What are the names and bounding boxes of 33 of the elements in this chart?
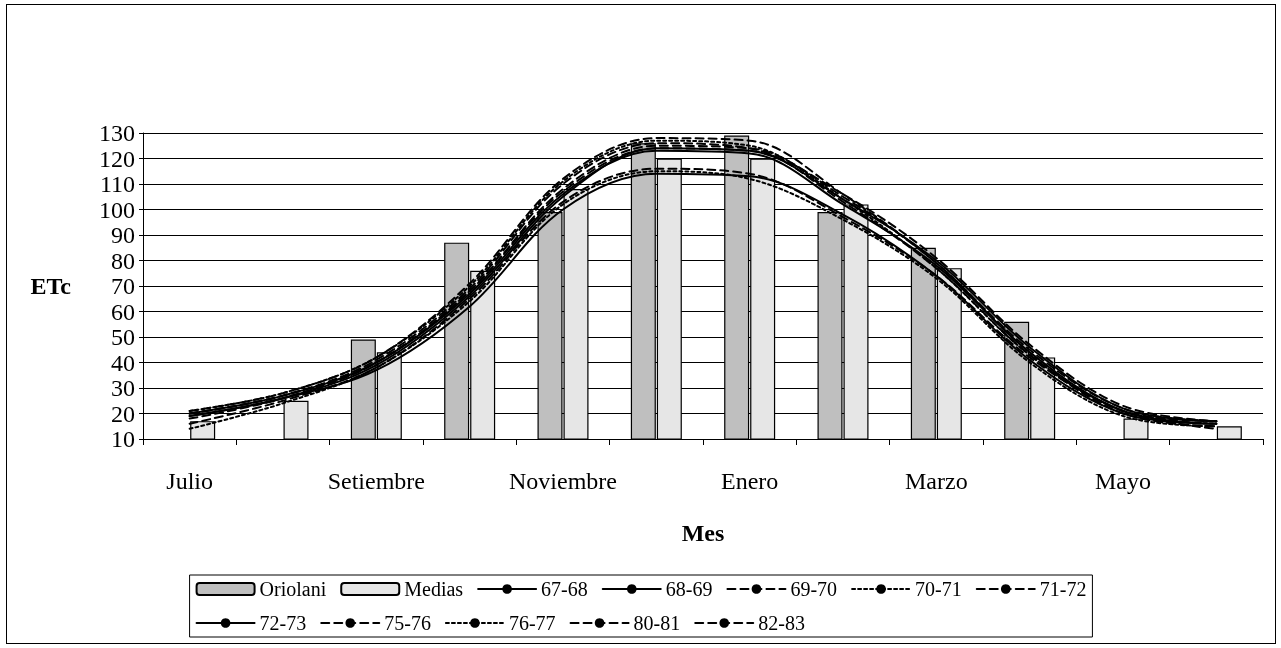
y-tick-label: 110 bbox=[99, 171, 135, 197]
legend-label: 68-69 bbox=[665, 578, 713, 600]
y-tick-label: 130 bbox=[99, 120, 135, 146]
legend-label: 75-76 bbox=[384, 612, 431, 634]
x-axis-title: Mes bbox=[681, 520, 725, 546]
legend-label: 80-81 bbox=[633, 612, 681, 634]
legend-label: 69-70 bbox=[790, 578, 838, 600]
y-tick-label: 100 bbox=[99, 196, 135, 223]
y-tick-label: 60 bbox=[111, 298, 135, 325]
y-tick-label: 50 bbox=[111, 324, 135, 350]
x-tick-label: Setiembre bbox=[327, 468, 425, 494]
y-tick-label: 30 bbox=[111, 375, 135, 401]
y-tick-label: 70 bbox=[111, 273, 135, 299]
x-tick-label: Marzo bbox=[905, 468, 968, 494]
legend-label: 72-73 bbox=[259, 612, 307, 634]
x-tick-label: Noviembre bbox=[509, 468, 617, 494]
y-tick-label: 90 bbox=[111, 222, 135, 248]
y-tick-label: 10 bbox=[111, 426, 135, 452]
y-axis-title: ETc bbox=[30, 273, 72, 299]
x-tick-label: Enero bbox=[721, 468, 779, 494]
legend-label: 67-68 bbox=[541, 578, 588, 600]
x-tick-label: Julio bbox=[166, 468, 214, 494]
x-tick-label: Mayo bbox=[1095, 468, 1151, 494]
legend-label: 70-71 bbox=[915, 578, 962, 600]
y-tick-label: 40 bbox=[111, 349, 135, 376]
legend-label: 76-77 bbox=[508, 612, 556, 634]
legend-label: Oriolani bbox=[259, 578, 327, 600]
legend-label: 82-83 bbox=[758, 612, 805, 634]
y-tick-label: 120 bbox=[99, 145, 135, 172]
legend-label: Medias bbox=[404, 578, 464, 600]
legend-label: 71-72 bbox=[1039, 578, 1087, 600]
y-tick-label: 20 bbox=[111, 400, 135, 427]
y-tick-label: 80 bbox=[111, 247, 135, 274]
